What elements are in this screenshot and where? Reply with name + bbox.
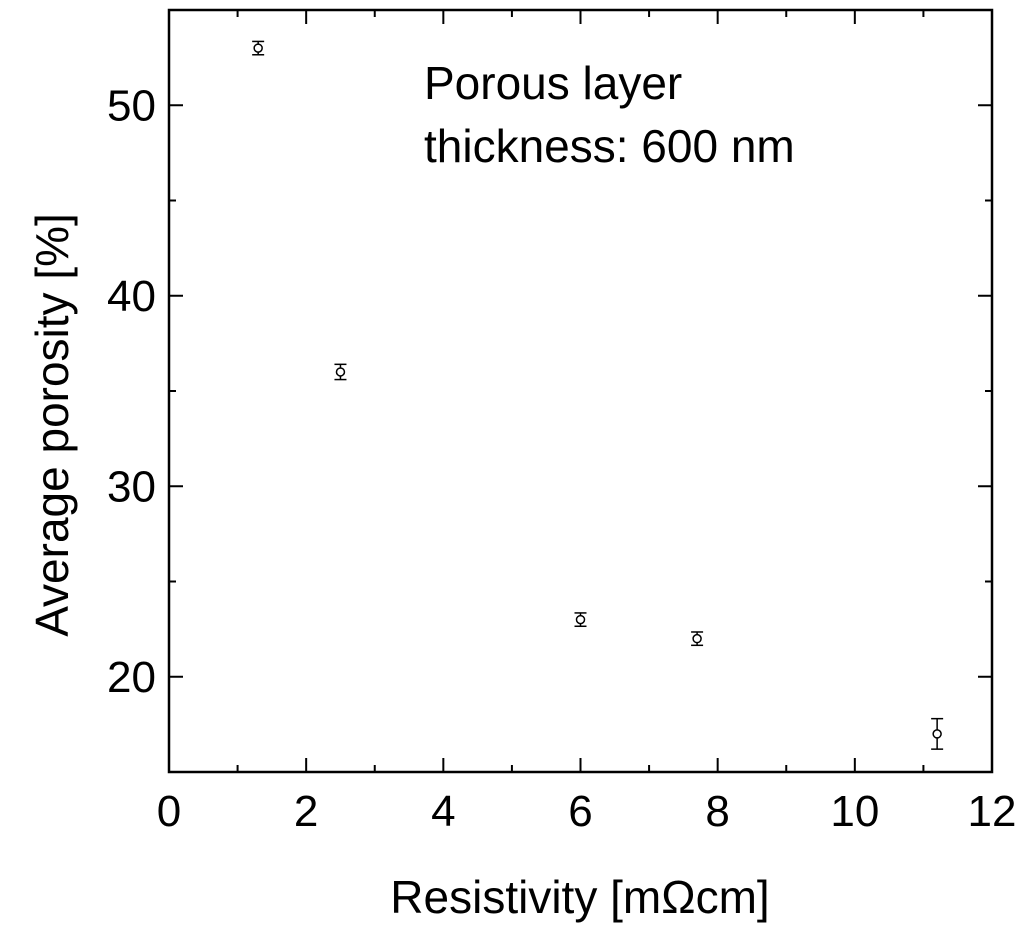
data-point: [574, 612, 587, 628]
x-tick-label: 12: [968, 787, 1017, 836]
y-axis-title: Average porosity [%]: [26, 213, 78, 637]
x-tick-label: 10: [830, 787, 879, 836]
x-tick-label: 2: [294, 787, 318, 836]
x-tick-labels: 0 2 4 6 8 10 12: [157, 787, 1017, 836]
x-tick-label: 0: [157, 787, 181, 836]
x-tick-label: 4: [431, 787, 455, 836]
data-points: [252, 40, 944, 750]
annotation-line-1: Porous layer: [424, 57, 682, 109]
data-point: [252, 40, 265, 56]
point-marker: [575, 614, 586, 625]
data-point: [334, 363, 347, 381]
data-point: [931, 717, 944, 750]
x-axis-title: Resistivity [mΩcm]: [390, 871, 769, 923]
axis-ticks: [168, 9, 993, 773]
annotation-line-2: thickness: 600 nm: [424, 120, 795, 172]
y-tick-label: 40: [107, 272, 156, 321]
point-marker: [932, 729, 942, 739]
y-tick-label: 50: [107, 81, 156, 130]
y-tick-label: 30: [107, 462, 156, 511]
x-tick-label: 8: [705, 787, 729, 836]
data-point: [691, 631, 704, 647]
point-marker: [335, 367, 346, 377]
point-marker: [692, 633, 702, 644]
y-tick-label: 20: [107, 653, 156, 702]
y-tick-labels: 20 30 40 50: [107, 81, 156, 702]
x-tick-label: 6: [568, 787, 592, 836]
point-marker: [253, 43, 263, 53]
